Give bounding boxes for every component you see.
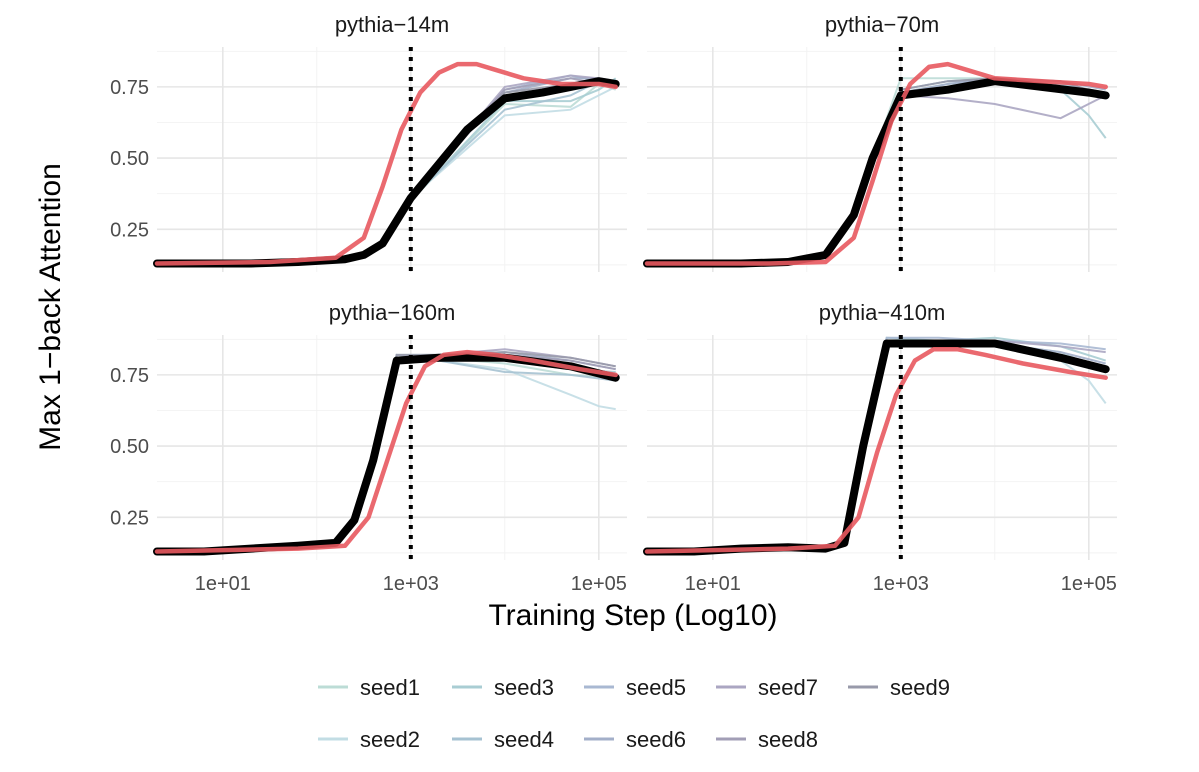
legend-item-seed3: seed3 — [452, 675, 554, 700]
legend-item-seed2: seed2 — [318, 727, 420, 752]
fit-curve — [644, 61, 1108, 266]
mean-line — [153, 353, 620, 556]
y-tick-label: 0.25 — [110, 219, 149, 241]
seed-line-seed8 — [157, 353, 616, 553]
facet-panels: pythia−14m 0.25 0.50 0.75 pythia−70m pythia−1… — [110, 12, 1117, 595]
panel-title: pythia−410m — [819, 300, 946, 325]
legend-label: seed2 — [360, 727, 420, 752]
y-tick-label: 0.50 — [110, 436, 149, 458]
legend-label: seed6 — [626, 727, 686, 752]
x-tick-label: 1e+05 — [1061, 573, 1117, 595]
seed-line-seed7 — [647, 94, 1107, 265]
seed-line-seed2 — [157, 356, 616, 553]
x-tick-label: 1e+01 — [195, 573, 251, 595]
x-tick-label: 1e+03 — [873, 573, 929, 595]
legend-label: seed4 — [494, 727, 554, 752]
legend-label: seed8 — [758, 727, 818, 752]
panel-4: pythia−410m 1e+01 1e+03 1e+05 — [643, 300, 1117, 595]
fit-curve — [644, 346, 1108, 554]
fit-curve — [154, 61, 618, 266]
legend-label: seed9 — [890, 675, 950, 700]
legend-item-seed5: seed5 — [584, 675, 686, 700]
legend-label: seed7 — [758, 675, 818, 700]
y-axis-title: Max 1−back Attention — [34, 163, 67, 451]
panel-title: pythia−70m — [825, 12, 939, 37]
seed-line-seed9 — [157, 351, 616, 553]
legend-label: seed3 — [494, 675, 554, 700]
legend-item-seed8: seed8 — [716, 727, 818, 752]
fit-curve — [154, 349, 618, 554]
panel-3: pythia−160m 0.25 0.50 0.75 1e+01 1e+03 1e+05 — [110, 300, 627, 595]
seed-line-seed5 — [647, 336, 1106, 553]
legend-item-seed6: seed6 — [584, 727, 686, 752]
seed-line-seed5 — [157, 353, 616, 553]
legend-item-seed9: seed9 — [848, 675, 950, 700]
x-axis-title: Training Step (Log10) — [488, 599, 777, 632]
legend-label: seed1 — [360, 675, 420, 700]
y-tick-label: 0.25 — [110, 507, 149, 529]
legend-item-seed7: seed7 — [716, 675, 818, 700]
y-tick-label: 0.50 — [110, 148, 149, 170]
legend-item-seed4: seed4 — [452, 727, 554, 752]
panel-1: pythia−14m 0.25 0.50 0.75 — [110, 12, 627, 272]
panel-title: pythia−160m — [329, 300, 456, 325]
y-tick-label: 0.75 — [110, 77, 149, 99]
seed-line-seed7 — [157, 348, 616, 553]
legend: seed1 seed2 seed3 seed4 seed5 seed6 seed7 seed8… — [318, 675, 950, 752]
y-tick-label: 0.75 — [110, 365, 149, 387]
panel-2: pythia−70m — [643, 12, 1117, 272]
legend-label: seed5 — [626, 675, 686, 700]
x-tick-label: 1e+01 — [685, 573, 741, 595]
seed-line-seed1 — [157, 353, 616, 553]
seed-line-seed6 — [157, 351, 616, 553]
x-tick-label: 1e+03 — [383, 573, 439, 595]
seed-line-seed4 — [157, 356, 616, 553]
legend-item-seed1: seed1 — [318, 675, 420, 700]
seed-line-seed3 — [157, 353, 616, 553]
panel-title: pythia−14m — [335, 12, 449, 37]
x-tick-label: 1e+05 — [571, 573, 627, 595]
seed-line-seed3 — [647, 336, 1107, 553]
